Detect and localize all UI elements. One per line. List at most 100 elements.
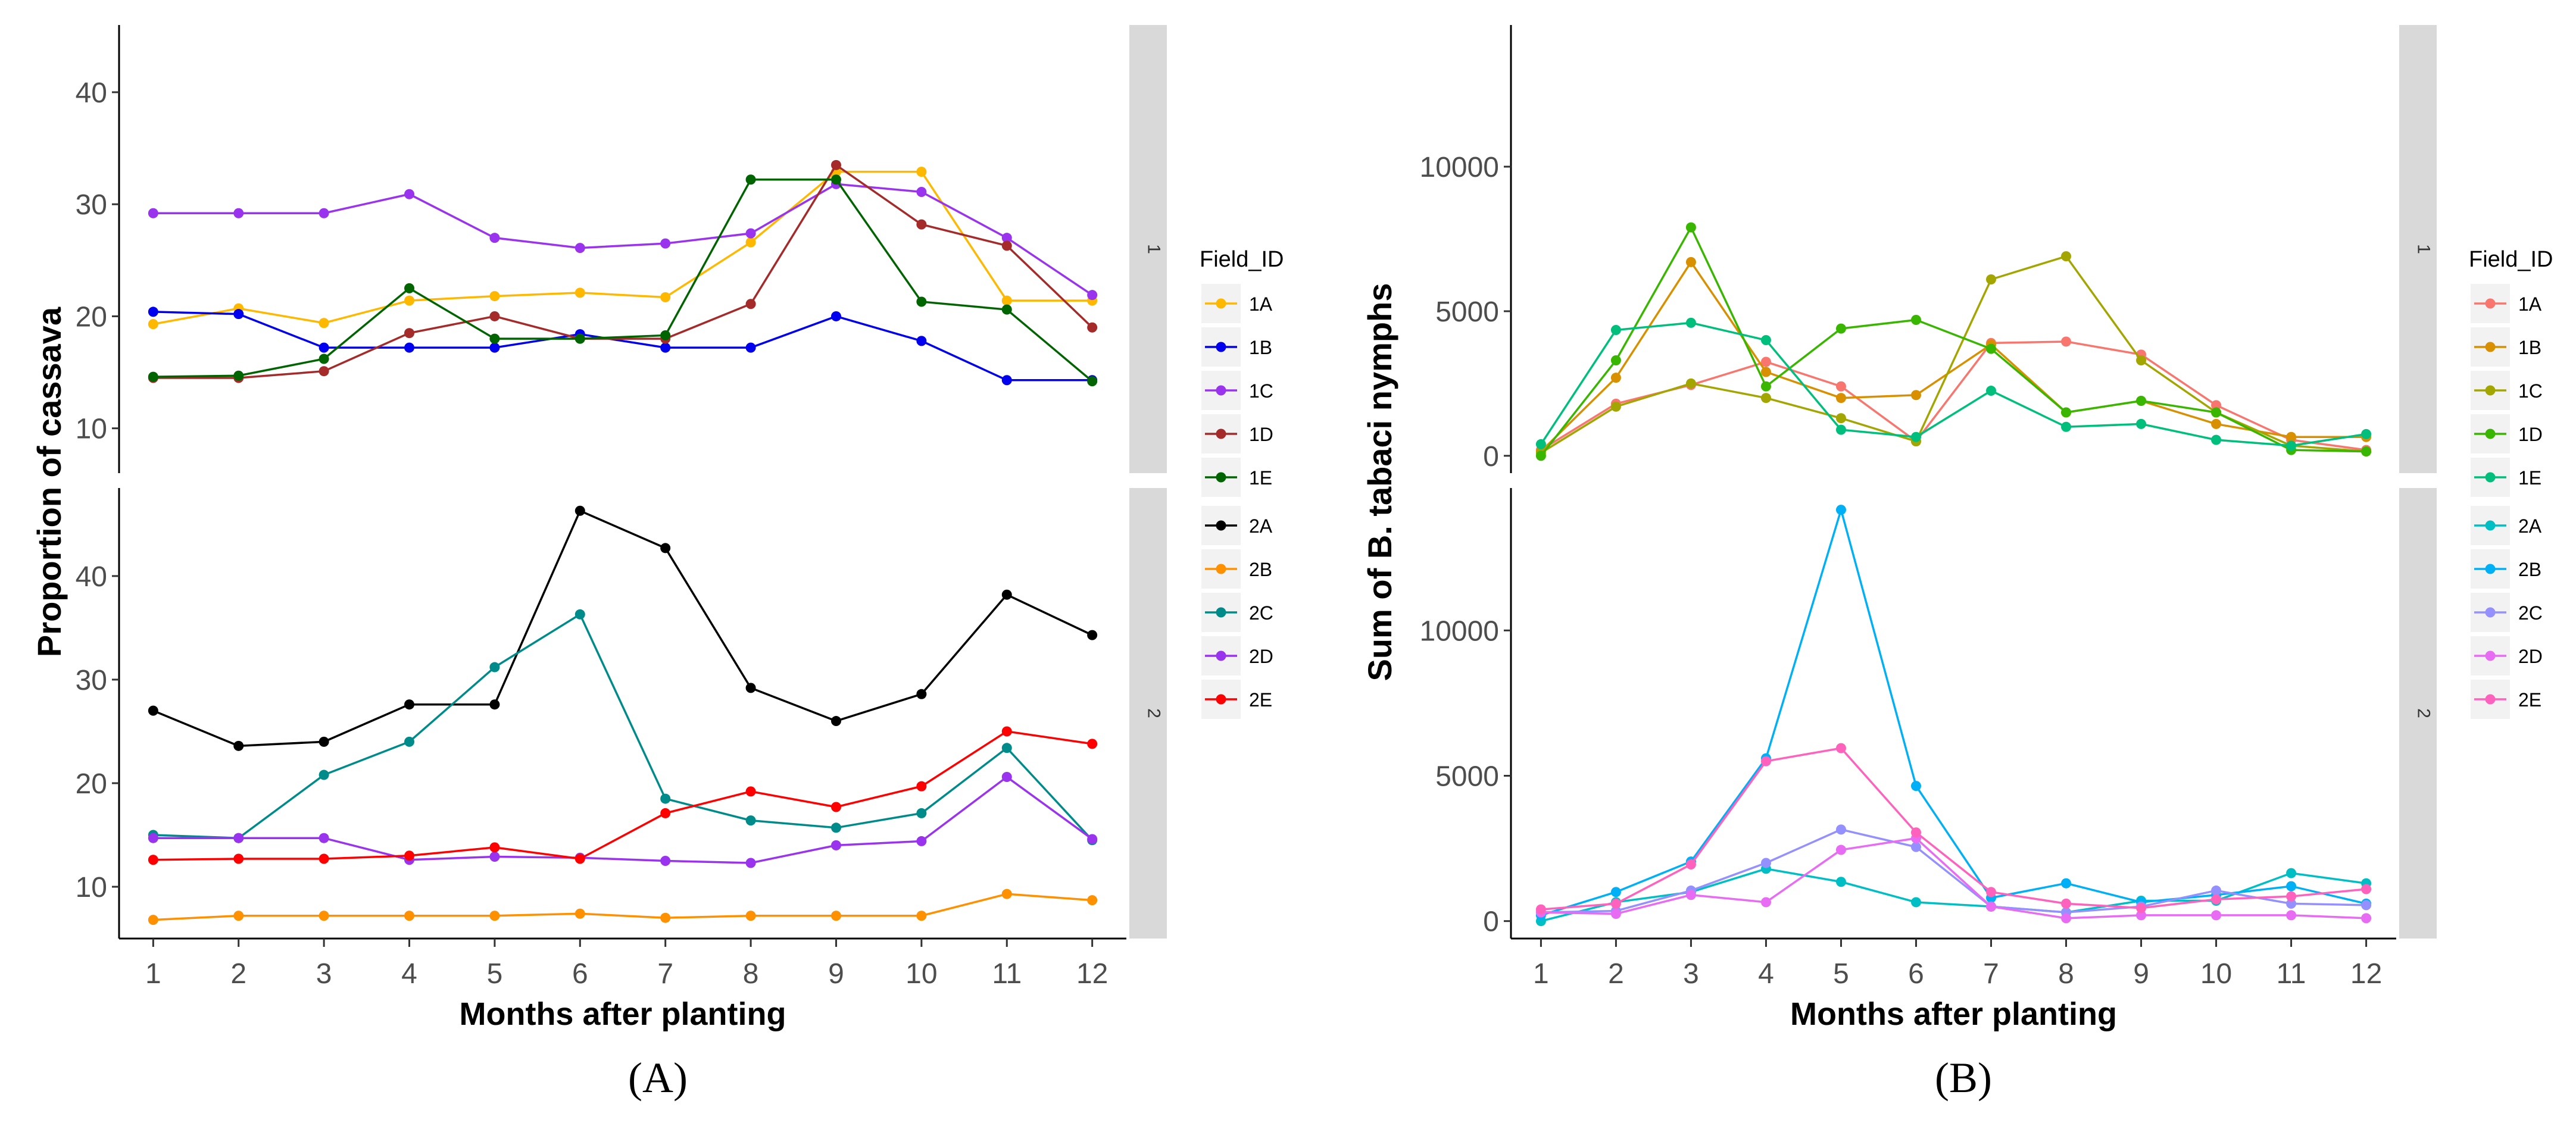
legend-key-point	[1216, 428, 1226, 439]
legend-key-point	[1216, 650, 1226, 661]
y-tick-label: 10	[76, 872, 107, 903]
legend-key-point	[2485, 694, 2496, 705]
x-tick-label: 3	[316, 958, 332, 990]
x-tick-label: 10	[905, 958, 937, 990]
data-point	[1535, 451, 1546, 461]
data-point	[660, 855, 671, 866]
data-point	[745, 299, 756, 309]
data-point	[1087, 322, 1098, 333]
legend-key-point	[2485, 342, 2496, 352]
data-point	[1087, 834, 1098, 844]
data-point	[1001, 375, 1012, 386]
data-point	[2211, 407, 2222, 418]
data-point	[916, 689, 927, 699]
data-point	[745, 174, 756, 185]
data-point	[1087, 630, 1098, 640]
series-line	[152, 509, 1093, 747]
data-point	[916, 336, 927, 346]
y-axis-title: Proportion of cassava	[30, 306, 68, 657]
y-tick-label: 0	[1483, 906, 1499, 938]
y-tick-label: 40	[76, 77, 107, 109]
legend-label: 1B	[2518, 337, 2541, 358]
data-point	[1986, 343, 1997, 354]
legend-label: 2B	[2518, 559, 2541, 580]
data-point	[1087, 376, 1098, 387]
series-1C	[148, 179, 1098, 301]
data-point	[745, 683, 756, 693]
data-point	[660, 543, 671, 553]
data-point	[2286, 868, 2297, 878]
data-point	[830, 716, 841, 727]
legend-facet-1: 1A 1B 1C 1D 1E	[1201, 284, 1273, 497]
data-point	[1685, 859, 1696, 869]
data-point	[404, 736, 415, 747]
data-point	[2211, 894, 2222, 905]
series-line	[1541, 837, 2366, 919]
data-point	[1835, 505, 1846, 515]
x-tick-label: 9	[828, 958, 844, 990]
data-point	[1610, 325, 1621, 336]
legend-label: 2E	[2518, 689, 2541, 711]
legend-key-point	[2485, 520, 2496, 531]
data-point	[916, 296, 927, 307]
x-tick-label: 5	[1833, 958, 1849, 990]
data-point	[574, 333, 585, 344]
data-point	[1986, 386, 1997, 396]
data-point	[2286, 910, 2297, 921]
x-tick-label: 4	[401, 958, 417, 990]
data-point	[830, 311, 841, 321]
data-point	[2361, 428, 2372, 439]
legend-label: 1A	[2518, 293, 2542, 315]
legend-key-point	[1216, 607, 1226, 618]
data-point	[830, 159, 841, 170]
data-point	[489, 333, 500, 344]
data-point	[2211, 400, 2222, 411]
series-line	[153, 730, 1092, 861]
data-point	[404, 342, 415, 353]
data-point	[830, 840, 841, 850]
data-point	[404, 328, 415, 339]
data-point	[745, 342, 756, 353]
legend-key-point	[2485, 650, 2496, 661]
data-point	[319, 911, 329, 921]
data-point	[2136, 910, 2147, 921]
data-point	[319, 736, 329, 747]
data-point	[1760, 393, 1771, 404]
data-point	[574, 609, 585, 620]
data-point	[660, 238, 671, 249]
data-point	[1760, 356, 1771, 367]
data-point	[319, 318, 329, 329]
data-point	[1001, 233, 1012, 243]
x-tick-label: 5	[487, 958, 503, 990]
x-tick-label: 7	[1983, 958, 1999, 990]
data-point	[404, 911, 415, 921]
x-tick-label: 8	[743, 958, 759, 990]
data-point	[148, 208, 158, 218]
data-point	[1760, 367, 1771, 377]
legend-label: 2E	[1249, 689, 1272, 711]
data-point	[2361, 446, 2372, 457]
data-point	[660, 793, 671, 804]
series-2A	[148, 505, 1098, 751]
data-point	[574, 853, 585, 864]
data-point	[1986, 901, 1997, 912]
data-point	[404, 295, 415, 306]
x-tick-label: 3	[1683, 958, 1699, 990]
y-tick-label: 5000	[1435, 296, 1499, 328]
y-tick-label: 10000	[1420, 615, 1499, 647]
series-line	[153, 311, 1092, 381]
legend-key-point	[2485, 607, 2496, 618]
data-point	[916, 911, 927, 921]
data-point	[1835, 424, 1846, 435]
data-point	[1685, 890, 1696, 900]
x-tick-label: 10	[2200, 958, 2232, 990]
data-point	[148, 855, 158, 865]
data-point	[574, 908, 585, 919]
legend-label: 1C	[1249, 380, 1273, 402]
series-line	[1540, 321, 2366, 447]
series-line	[1540, 260, 2366, 452]
data-point	[574, 287, 585, 298]
legend-key-point	[1216, 694, 1226, 705]
data-point	[745, 228, 756, 239]
